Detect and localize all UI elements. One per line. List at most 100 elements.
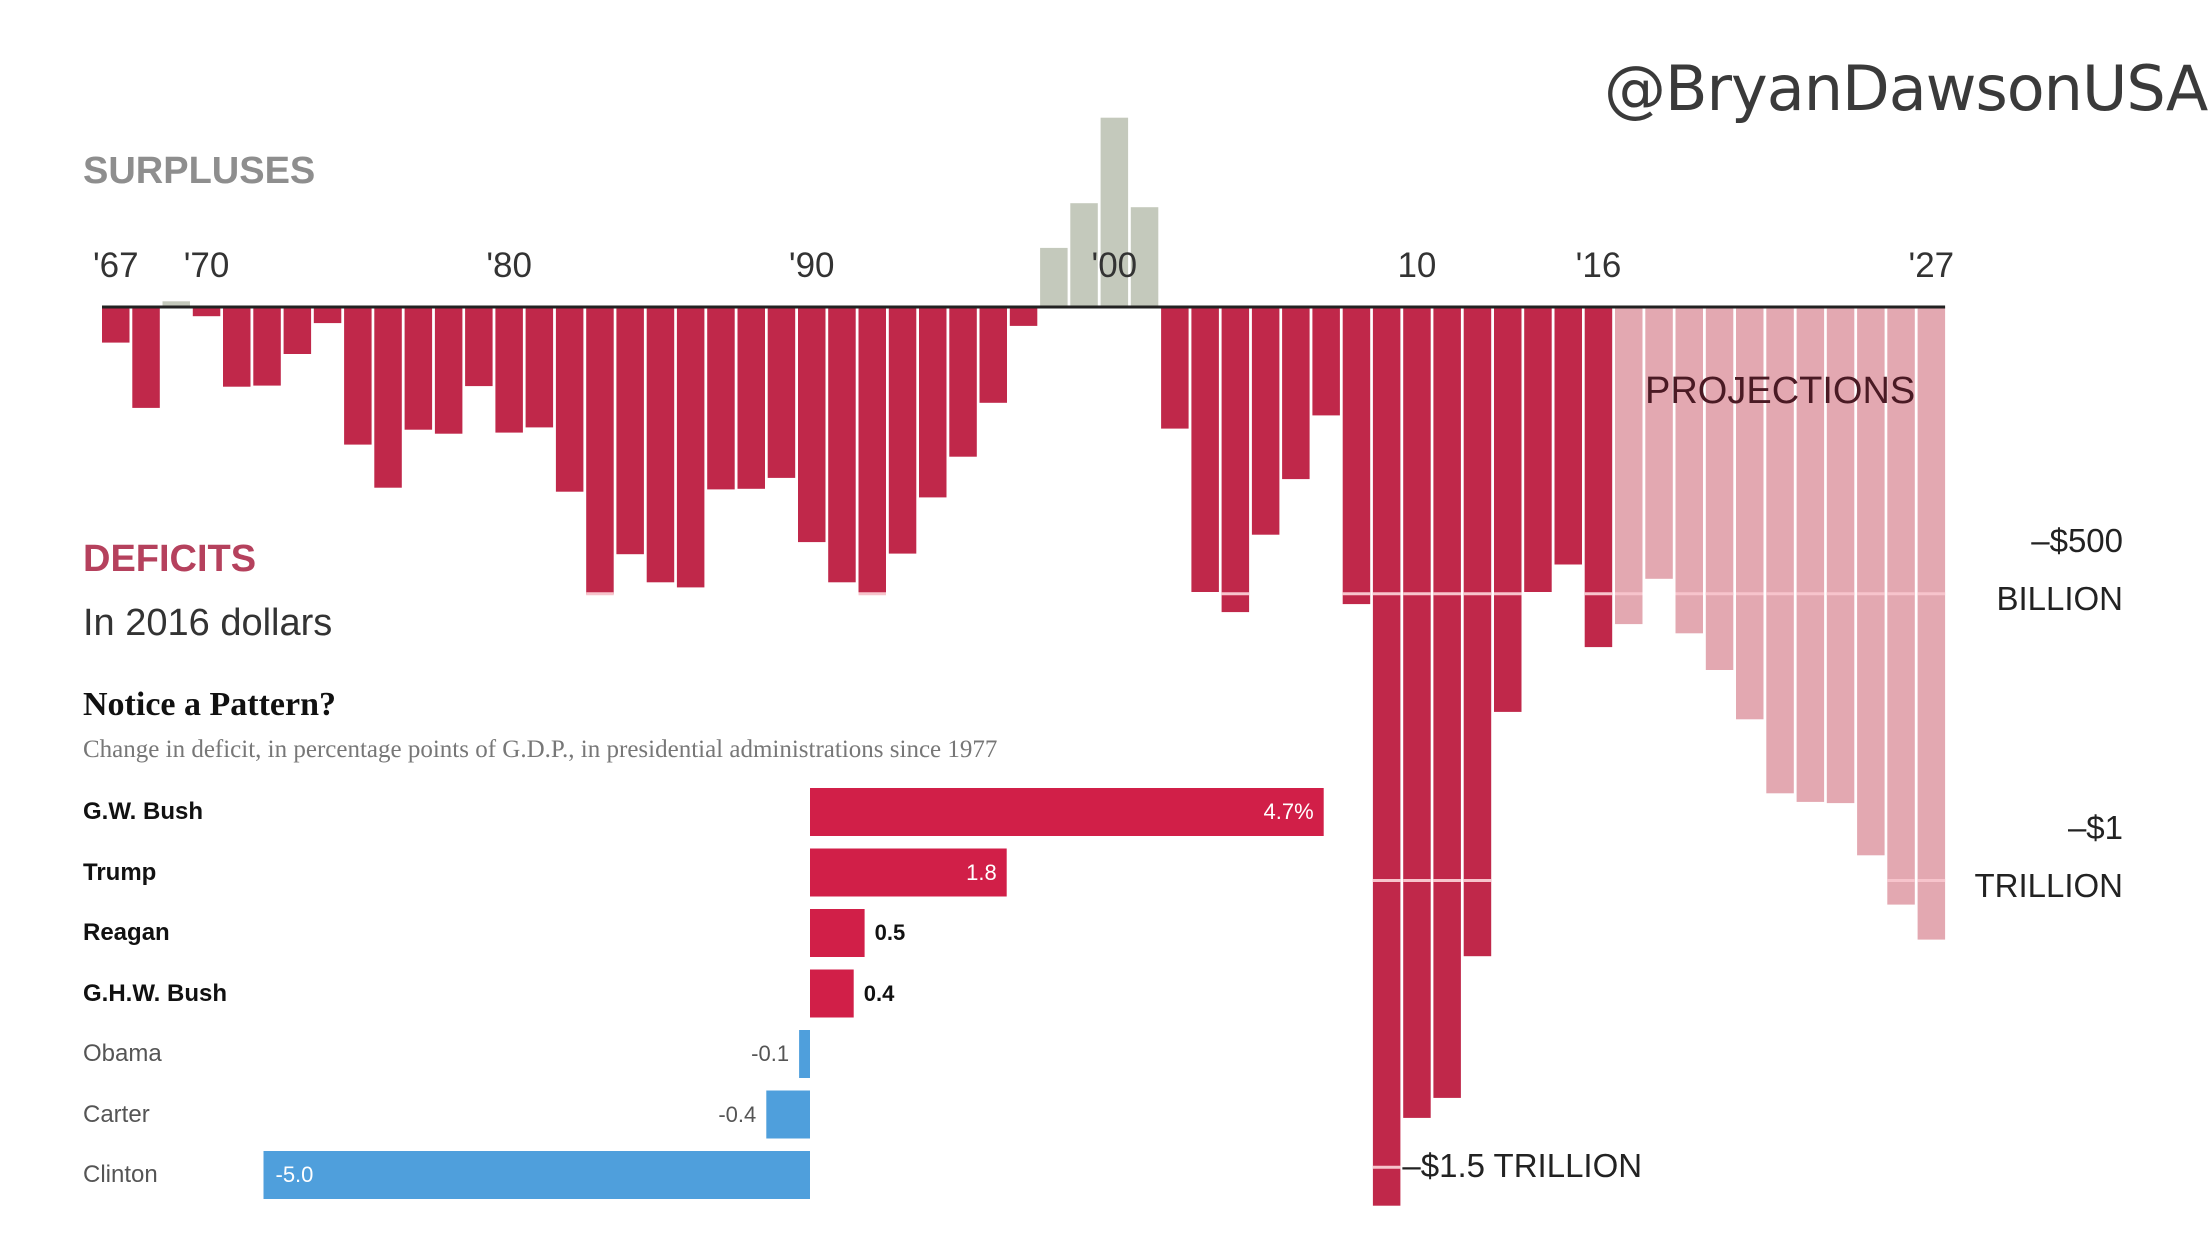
deficit-bar-2014 — [1524, 307, 1552, 592]
deficit-bar-1978 — [434, 307, 463, 434]
deficit-bar-2006 — [1282, 307, 1310, 480]
deficit-bar-1990 — [798, 307, 826, 543]
president-bar — [810, 848, 1007, 897]
deficit-bar-2004 — [1221, 307, 1250, 613]
x-tick-label: 10 — [1397, 246, 1437, 285]
deficit-bar-1977 — [404, 307, 433, 430]
y-tick-unit: TRILLION — [1974, 866, 2123, 904]
president-name: Clinton — [83, 1161, 158, 1188]
president-value-label: 4.7% — [1263, 799, 1314, 824]
president-value-label: 0.5 — [874, 920, 906, 945]
presidential-bars-group — [263, 788, 1324, 1199]
president-name: Obama — [83, 1040, 162, 1067]
gridlines-group — [586, 592, 1946, 1169]
president-bar — [810, 788, 1324, 836]
president-value-label: -0.1 — [751, 1041, 790, 1066]
president-name: Trump — [83, 858, 157, 886]
deficit-bar-2012 — [1463, 307, 1492, 957]
deficit-bar-1979 — [465, 307, 493, 387]
president-bar — [263, 1151, 810, 1199]
annual-bars-group — [102, 117, 1946, 1206]
deficit-bar-1974 — [313, 307, 342, 324]
deficit-bar-2003 — [1191, 307, 1219, 592]
deficit-bar-1982 — [555, 307, 584, 492]
deficit-bar-1967 — [102, 307, 130, 343]
deficit-bar-2022 — [1766, 307, 1794, 794]
y-tick-label: –$1 — [2067, 808, 2123, 846]
x-tick-label: '70 — [183, 246, 230, 285]
x-tick-label: '67 — [92, 246, 139, 285]
surpluses-label: SURPLUSES — [83, 150, 316, 192]
deficit-bar-2026 — [1887, 307, 1915, 905]
panel-title: Notice a Pattern? — [83, 686, 337, 723]
deficit-bar-2024 — [1826, 307, 1855, 804]
deficit-bar-1981 — [525, 307, 554, 428]
deficit-bar-1992 — [858, 307, 886, 595]
deficit-bar-1971 — [223, 307, 251, 387]
deficit-bar-2017 — [1615, 307, 1643, 625]
deficit-bar-1976 — [374, 307, 402, 488]
deficit-bar-2005 — [1251, 307, 1280, 535]
deficit-bar-2015 — [1554, 307, 1582, 565]
x-tick-label: '80 — [486, 246, 532, 285]
deficit-bar-1996 — [979, 307, 1007, 403]
deficit-bar-2010 — [1403, 307, 1431, 1118]
president-value-label: -0.4 — [718, 1101, 757, 1127]
deficit-bar-1983 — [586, 307, 614, 595]
deficit-bar-2018 — [1645, 307, 1673, 579]
surplus-bar-1999 — [1070, 203, 1098, 307]
y-tick-label: –$1.5 TRILLION — [1402, 1147, 1643, 1185]
president-name: Carter — [83, 1100, 150, 1128]
x-tick-label: '90 — [788, 246, 835, 285]
projections-label: PROJECTIONS — [1645, 370, 1916, 412]
president-bar — [766, 1090, 810, 1139]
deficit-bar-2016 — [1584, 307, 1613, 648]
president-value-label: -5.0 — [275, 1162, 314, 1187]
deficit-bar-1973 — [283, 307, 312, 354]
deficit-bar-2021 — [1736, 307, 1764, 720]
deficit-bar-2008 — [1342, 307, 1371, 605]
deficit-bar-2013 — [1494, 307, 1522, 712]
deficit-bar-1970 — [192, 307, 221, 317]
x-tick-label: '27 — [1908, 246, 1955, 285]
deficit-bar-2009 — [1372, 307, 1401, 1206]
surplus-bar-1998 — [1040, 247, 1068, 307]
deficits-label: DEFICITS — [83, 538, 257, 580]
deficit-bar-1980 — [495, 307, 523, 433]
surplus-bar-2000 — [1100, 117, 1129, 307]
deficit-bar-2025 — [1857, 307, 1885, 856]
deficits-subtitle: In 2016 dollars — [83, 602, 333, 644]
panel-subtitle: Change in deficit, in percentage points … — [83, 736, 998, 763]
deficit-bar-2011 — [1433, 307, 1461, 1098]
deficit-bar-2027 — [1917, 307, 1946, 940]
deficit-bar-1968 — [132, 307, 160, 408]
y-tick-label: –$500 — [2031, 521, 2123, 559]
surplus-bar-1969 — [162, 301, 190, 307]
watermark: @BryanDawsonUSA — [1604, 52, 2208, 125]
deficit-bar-2020 — [1705, 307, 1734, 670]
surplus-bar-2001 — [1130, 207, 1159, 307]
x-tick-label: '16 — [1575, 246, 1622, 285]
deficit-bar-1997 — [1009, 307, 1038, 326]
president-name: G.W. Bush — [83, 798, 203, 825]
deficit-bar-1991 — [828, 307, 856, 583]
deficit-bar-2007 — [1312, 307, 1340, 416]
deficit-bar-1985 — [646, 307, 675, 583]
deficit-bar-1988 — [737, 307, 765, 489]
deficit-bar-2023 — [1796, 307, 1825, 802]
president-bar — [810, 969, 854, 1018]
deficit-bar-1986 — [676, 307, 705, 588]
president-name: Reagan — [83, 919, 170, 946]
president-name: G.H.W. Bush — [83, 979, 227, 1007]
y-tick-unit: BILLION — [1996, 579, 2123, 617]
president-bar — [810, 909, 865, 957]
deficit-bar-1995 — [949, 307, 977, 457]
x-tick-label: '00 — [1091, 246, 1138, 285]
deficit-bar-1994 — [919, 307, 947, 498]
deficit-bar-1989 — [767, 307, 796, 478]
deficit-bar-1987 — [707, 307, 735, 490]
deficit-bar-2002 — [1161, 307, 1189, 429]
president-bar — [799, 1030, 810, 1078]
deficit-bar-1975 — [344, 307, 372, 445]
